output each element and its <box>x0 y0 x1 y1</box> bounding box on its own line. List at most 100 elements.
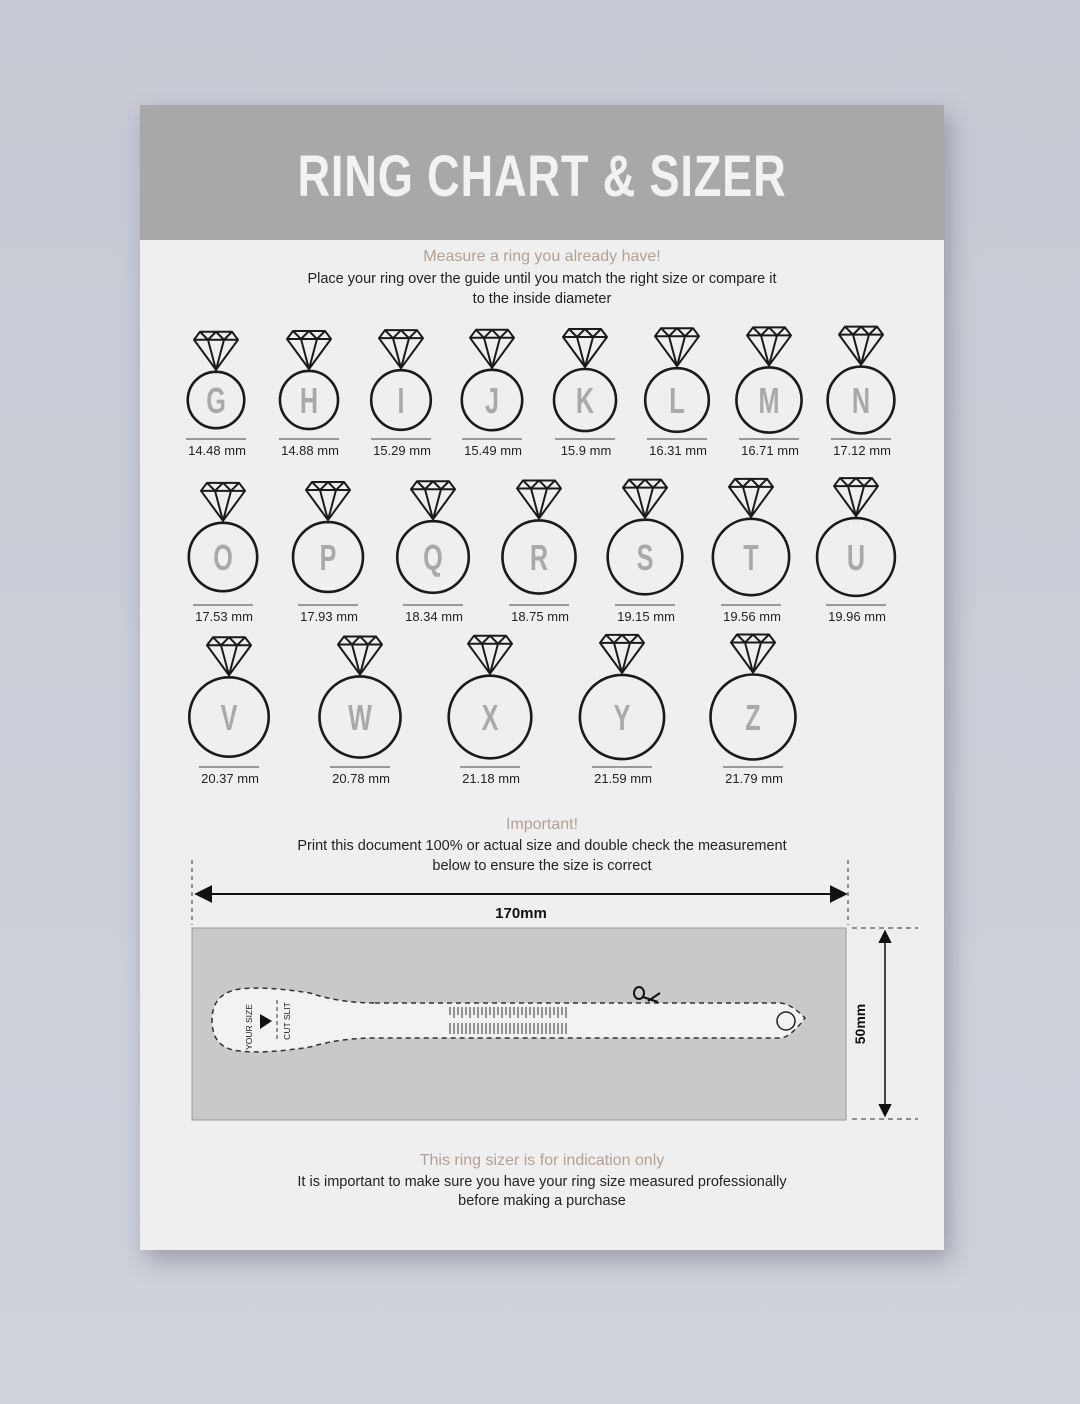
ring-size-mm: 15.49 mm <box>464 443 522 458</box>
ring-size-mm: 16.71 mm <box>741 443 799 458</box>
intro-line-2: to the inside diameter <box>472 291 612 307</box>
diamond-icon <box>467 634 513 675</box>
ring-chart-sheet: RING CHART & SIZER Measure a ring you al… <box>140 105 944 1250</box>
ring-letter: R <box>530 538 548 579</box>
diamond-icon <box>599 633 645 674</box>
ring-letter: V <box>221 698 238 739</box>
ring-size-X: X 21.18 mm <box>447 634 533 786</box>
ring-circle <box>735 366 803 434</box>
ring-circle <box>826 365 896 435</box>
ring-size-mm: 20.78 mm <box>332 771 390 786</box>
ring-circle <box>187 675 271 759</box>
ring-letter: Y <box>614 698 631 739</box>
ring-letter: O <box>213 538 233 579</box>
ring-letter: L <box>669 381 684 422</box>
diamond-icon <box>286 329 332 370</box>
ring-size-mm: 20.37 mm <box>201 771 259 786</box>
ring-letter: S <box>637 538 654 579</box>
ring-circle <box>501 519 577 595</box>
diamond-icon <box>562 327 608 368</box>
ring-circle <box>552 367 618 433</box>
ring-letter: W <box>348 698 372 739</box>
ring-letter: T <box>743 538 758 579</box>
ring-size-N: N 17.12 mm <box>826 325 896 458</box>
ring-letter: K <box>576 381 595 422</box>
important-heading: Important! <box>505 816 579 833</box>
ring-size-mm: 18.75 mm <box>511 609 569 624</box>
ring-size-mm: 21.79 mm <box>725 771 783 786</box>
footer-line-1: It is important to make sure you have yo… <box>297 1174 787 1190</box>
ring-letter: U <box>847 538 865 579</box>
ring-size-M: M 16.71 mm <box>735 326 803 458</box>
ring-size-U: U 19.96 mm <box>815 477 897 624</box>
ring-size-I: I 15.29 mm <box>369 329 433 458</box>
diamond-icon <box>516 479 562 520</box>
ring-size-mm: 15.9 mm <box>561 443 612 458</box>
ring-size-mm: 16.31 mm <box>649 443 707 458</box>
ring-size-P: P 17.93 mm <box>291 481 365 624</box>
ring-size-mm: 21.18 mm <box>462 771 520 786</box>
height-label: 50mm <box>852 1004 868 1044</box>
diamond-icon <box>337 635 383 676</box>
ring-sizer: 170mm 50mm YOUR SIZE CUT SLIT <box>191 860 918 1121</box>
ring-circle <box>447 674 533 760</box>
ring-circle <box>606 518 684 596</box>
ring-circle <box>318 675 402 759</box>
ring-circle <box>709 673 797 761</box>
ring-size-Q: Q 18.34 mm <box>395 480 471 624</box>
ring-letter: X <box>482 698 499 739</box>
ring-letter: M <box>759 381 780 422</box>
ring-size-mm: 14.48 mm <box>188 443 246 458</box>
ring-size-mm: 21.59 mm <box>594 771 652 786</box>
ring-size-R: R 18.75 mm <box>501 479 577 624</box>
ring-size-mm: 14.88 mm <box>281 443 339 458</box>
diamond-icon <box>193 330 239 371</box>
diamond-icon <box>746 326 792 367</box>
ring-size-W: W 20.78 mm <box>318 635 402 786</box>
diamond-icon <box>654 327 700 368</box>
important-line-1: Print this document 100% or actual size … <box>297 838 787 854</box>
diamond-icon <box>469 328 515 369</box>
ring-size-grid: G 14.48 mm H 14.88 mm I 15.29 mm J 15.49 mm K 15.… <box>186 325 897 786</box>
ring-size-L: L 16.31 mm <box>643 327 711 458</box>
ring-size-mm: 17.53 mm <box>195 609 253 624</box>
ring-letter: H <box>300 381 318 422</box>
pointer-triangle-icon <box>260 1014 272 1029</box>
ring-size-mm: 18.34 mm <box>405 609 463 624</box>
ring-size-mm: 15.29 mm <box>373 443 431 458</box>
ring-circle <box>711 517 791 597</box>
diamond-icon <box>410 480 456 521</box>
diamond-icon <box>200 481 246 522</box>
ring-size-mm: 19.15 mm <box>617 609 675 624</box>
cut-slit-label: CUT SLIT <box>282 1002 292 1040</box>
diamond-icon <box>728 477 774 518</box>
ring-letter: P <box>320 538 337 579</box>
ring-letter: I <box>397 381 404 422</box>
your-size-label: YOUR SIZE <box>244 1004 254 1050</box>
diamond-icon <box>833 477 879 518</box>
ring-circle <box>815 516 897 598</box>
ring-size-mm: 19.56 mm <box>723 609 781 624</box>
ring-size-O: O 17.53 mm <box>187 481 259 624</box>
ring-circle <box>395 519 471 595</box>
diamond-icon <box>305 481 351 522</box>
ring-circle <box>578 673 666 761</box>
important-line-2: below to ensure the size is correct <box>432 858 652 874</box>
intro-line-1: Place your ring over the guide until you… <box>307 271 777 287</box>
ring-size-J: J 15.49 mm <box>460 328 524 458</box>
scissors-icon <box>633 986 661 1003</box>
diamond-icon <box>838 325 884 366</box>
page-title: RING CHART & SIZER <box>297 144 787 209</box>
ring-size-Y: Y 21.59 mm <box>578 633 666 786</box>
ring-size-S: S 19.15 mm <box>606 478 684 624</box>
ring-size-T: T 19.56 mm <box>711 477 791 624</box>
diamond-icon <box>730 633 776 674</box>
ring-size-V: V 20.37 mm <box>187 636 271 786</box>
ring-letter: Q <box>423 538 443 579</box>
ring-circle <box>186 370 246 430</box>
header-band: RING CHART & SIZER <box>140 105 944 240</box>
size-scale-ticks <box>449 1007 567 1034</box>
ring-size-mm: 17.12 mm <box>833 443 891 458</box>
ring-circle <box>643 366 711 434</box>
footer-line-2: before making a purchase <box>458 1193 626 1209</box>
